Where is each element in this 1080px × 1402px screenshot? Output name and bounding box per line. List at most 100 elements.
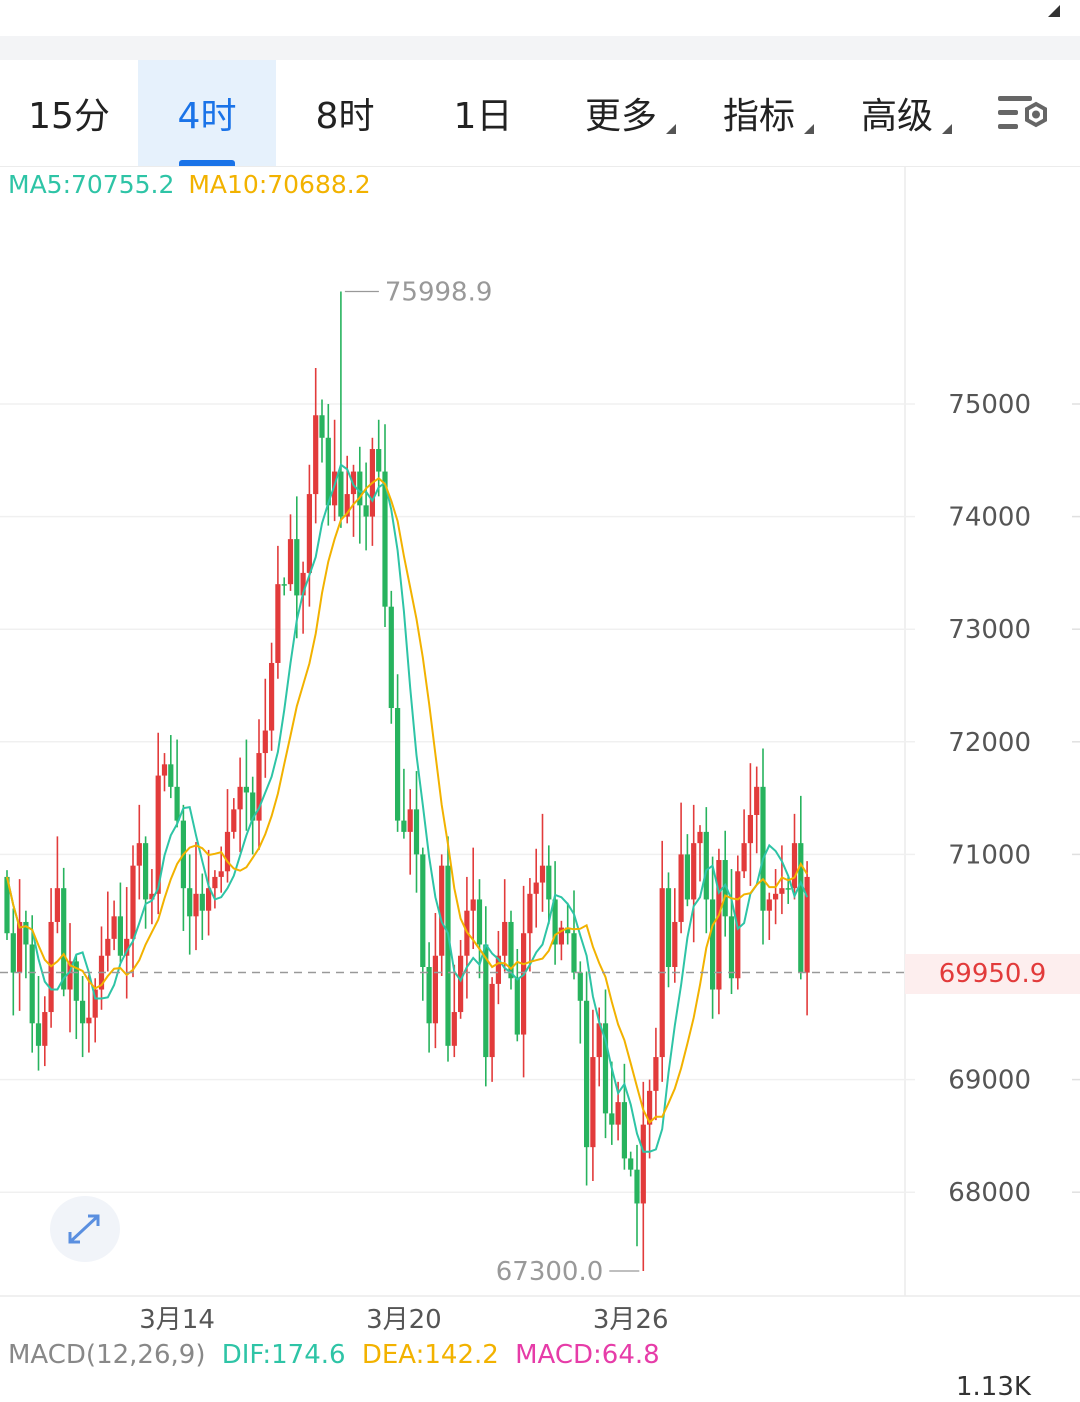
candle-body xyxy=(741,843,747,872)
ma5-line xyxy=(6,463,809,1153)
candle-body xyxy=(332,471,338,506)
candle-body xyxy=(653,1057,659,1091)
candle-body xyxy=(798,843,804,973)
candle-body xyxy=(628,1158,634,1170)
candle-body xyxy=(483,944,489,1058)
candle-body xyxy=(527,893,533,934)
candle-body xyxy=(281,584,287,586)
candle-body xyxy=(143,843,149,900)
candle-body xyxy=(168,764,174,787)
expand-arrows-icon xyxy=(68,1214,100,1244)
candle-body xyxy=(754,786,760,815)
candle-body xyxy=(577,972,583,1001)
ma5-value: MA5:70755.2 xyxy=(8,170,175,199)
macd-value: MACD:64.8 xyxy=(515,1340,660,1370)
chart-settings-icon[interactable] xyxy=(998,92,1050,138)
candle-body xyxy=(130,865,136,939)
candle-body xyxy=(287,539,294,585)
candle-body xyxy=(514,978,520,1035)
candle-body xyxy=(325,437,331,506)
y-tick-label: 74000 xyxy=(948,503,1031,533)
candle-body xyxy=(401,820,407,832)
tab-label: 4时 xyxy=(177,96,237,137)
tab-label: 高级 xyxy=(860,96,933,137)
candle-body xyxy=(615,1102,621,1125)
tab-4h[interactable]: 4时 xyxy=(138,60,276,166)
candle-body xyxy=(344,494,350,517)
candle-body xyxy=(445,865,451,1046)
candle-body xyxy=(413,809,420,855)
candle-body xyxy=(212,876,218,889)
tab-label: 更多 xyxy=(584,96,657,137)
candle-body xyxy=(17,921,23,973)
tab-15m[interactable]: 15分 xyxy=(0,60,138,166)
expand-button[interactable] xyxy=(50,1196,120,1262)
candle-body xyxy=(476,899,483,945)
candle-body xyxy=(470,899,476,911)
candle-body xyxy=(558,927,564,945)
candle-body xyxy=(508,921,514,979)
tab-label: 1日 xyxy=(453,96,513,137)
candle-body xyxy=(602,1023,609,1114)
candle-body xyxy=(773,893,779,900)
candle-body xyxy=(42,1012,48,1046)
candle-body xyxy=(640,1124,646,1204)
candle-body xyxy=(319,415,325,438)
candle-body xyxy=(747,814,753,844)
candle-body xyxy=(395,708,401,821)
tab-advanced[interactable]: 高级 xyxy=(828,60,966,166)
candle-body xyxy=(584,1000,590,1148)
candle-body xyxy=(275,584,281,663)
active-tab-indicator xyxy=(179,160,235,166)
candle-body xyxy=(502,921,508,956)
candle-body xyxy=(10,933,16,973)
dropdown-triangle-icon xyxy=(666,124,676,134)
status-bar xyxy=(0,0,1080,36)
candle-body xyxy=(596,1023,602,1058)
candle-body xyxy=(363,505,369,517)
candle-body xyxy=(199,893,205,911)
y-tick-label: 75000 xyxy=(948,390,1031,420)
candle-body xyxy=(439,865,445,956)
dropdown-triangle-icon xyxy=(942,124,952,134)
tab-indicators[interactable]: 指标 xyxy=(690,60,828,166)
candle-body xyxy=(710,899,716,990)
candle-body xyxy=(691,843,697,900)
candle-body xyxy=(722,860,728,917)
y-tick-label: 73000 xyxy=(948,615,1031,645)
candle-body xyxy=(634,1169,640,1204)
corner-triangle-icon xyxy=(1048,5,1060,17)
macd-dea: DEA:142.2 xyxy=(361,1340,499,1370)
candle-body xyxy=(382,471,388,607)
candle-body xyxy=(590,1057,596,1148)
candle-body xyxy=(231,809,237,832)
candle-body xyxy=(609,1113,615,1125)
candle-body xyxy=(357,471,363,506)
tab-more[interactable]: 更多 xyxy=(552,60,690,166)
candle-body xyxy=(29,944,35,1024)
candlestick-chart[interactable]: 75000 74000 73000 72000 71000 69000 68000 3月14 3… xyxy=(0,166,1080,1340)
candle-body xyxy=(521,933,527,1035)
tab-8h[interactable]: 8时 xyxy=(276,60,414,166)
candle-body xyxy=(269,662,275,731)
tab-label: 15分 xyxy=(28,96,110,137)
candle-body xyxy=(376,449,382,472)
candle-body xyxy=(224,831,231,872)
candle-body xyxy=(647,1090,653,1125)
candle-body xyxy=(407,809,413,832)
candle-body xyxy=(80,1000,86,1024)
candle-body xyxy=(760,786,766,911)
y-tick-label: 68000 xyxy=(948,1178,1031,1208)
candle-body xyxy=(495,955,501,984)
ma10-line xyxy=(6,477,808,1125)
candle-body xyxy=(420,854,426,967)
candle-body xyxy=(388,606,394,709)
candle-body xyxy=(4,876,10,934)
tab-1d[interactable]: 1日 xyxy=(414,60,552,166)
candle-body xyxy=(23,921,29,945)
candle-body xyxy=(35,1023,42,1046)
candle-body xyxy=(426,967,432,1024)
candle-body xyxy=(149,893,155,900)
y-tick-label: 71000 xyxy=(948,840,1031,870)
candle-body xyxy=(338,471,344,517)
